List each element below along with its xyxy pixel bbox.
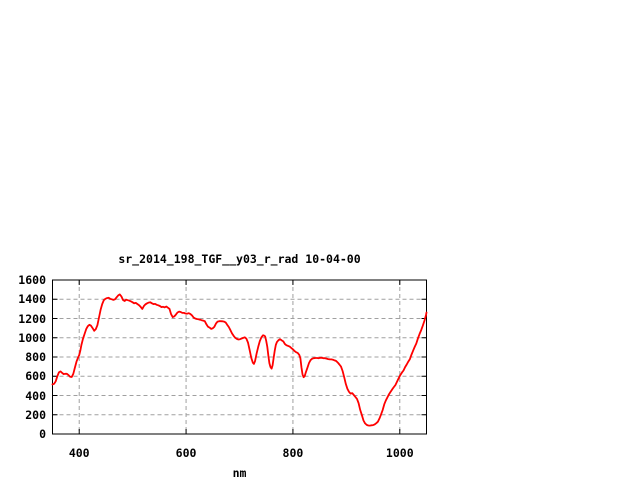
x-tick-label: 600 — [175, 446, 197, 460]
y-tick-label: 200 — [25, 407, 46, 422]
y-tick-label: 1200 — [18, 311, 46, 326]
y-tick-label: 800 — [25, 350, 46, 364]
y-tick-label: 1000 — [18, 330, 46, 345]
spectrum-line — [51, 293, 428, 427]
y-tick-label: 400 — [25, 388, 46, 403]
y-tick-label: 1400 — [18, 292, 46, 307]
x-axis-label: nm — [232, 466, 247, 480]
chart-title: sr_2014_198_TGF__y03_r_rad 10-04-00 — [118, 252, 361, 266]
x-tick-label: 800 — [282, 446, 304, 460]
y-tick-label: 1600 — [18, 273, 46, 287]
y-tick-label: 600 — [25, 369, 46, 384]
x-tick-label: 400 — [68, 446, 90, 460]
x-tick-label: 1000 — [385, 446, 414, 460]
y-tick-label: 0 — [39, 427, 46, 441]
